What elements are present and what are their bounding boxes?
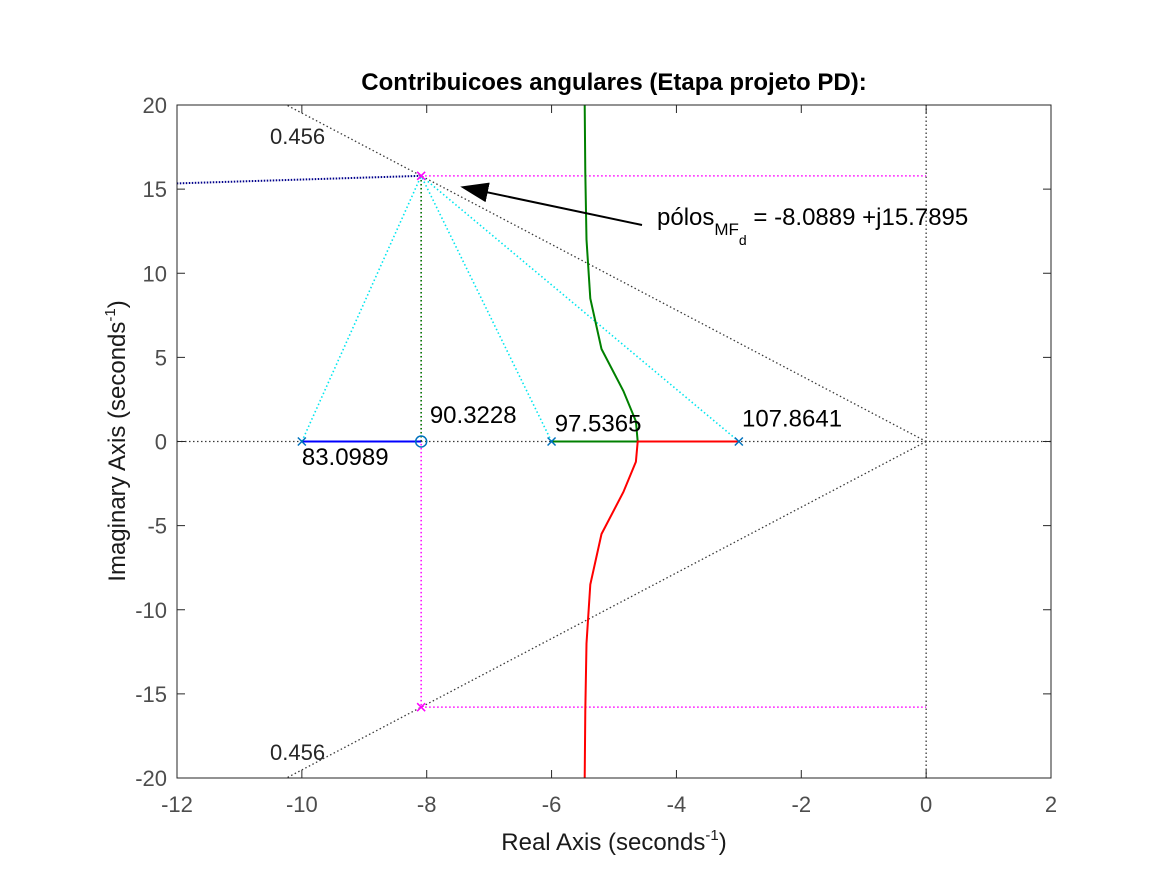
y-tick-label: -15 bbox=[135, 682, 167, 707]
x-tick-label: -12 bbox=[161, 792, 193, 817]
y-tick-label: -20 bbox=[135, 766, 167, 791]
annotation-prefix: pólos bbox=[657, 204, 714, 231]
cross-stroke bbox=[547, 436, 557, 447]
y-tick-label: 10 bbox=[143, 261, 167, 286]
damping-label-bottom: 0.456 bbox=[270, 740, 325, 765]
locus-branches-layer bbox=[301, 105, 739, 778]
annotation-arrow bbox=[460, 182, 643, 226]
open-loop-pole-marker bbox=[734, 436, 744, 447]
y-tick-label: 5 bbox=[155, 345, 167, 370]
open-loop-pole-marker bbox=[547, 436, 557, 447]
x-tick-label: -2 bbox=[792, 792, 812, 817]
open-loop-pole-marker bbox=[297, 436, 307, 447]
angle-contribution-line bbox=[301, 175, 422, 442]
x-axis-label: Real Axis (seconds-1) bbox=[501, 827, 726, 856]
angle-label: 90.3228 bbox=[430, 402, 517, 429]
damping-label-top: 0.456 bbox=[270, 124, 325, 149]
angle-label: 83.0989 bbox=[302, 444, 389, 471]
locus-branch-red bbox=[583, 440, 739, 778]
angle-label: 97.5365 bbox=[555, 410, 642, 437]
pole-zero-markers-layer bbox=[297, 171, 744, 712]
cross-stroke bbox=[416, 702, 426, 712]
damping-line-lower bbox=[286, 440, 927, 778]
x-tick-label: 2 bbox=[1045, 792, 1057, 817]
cross-stroke bbox=[297, 436, 307, 447]
x-tick-label: -4 bbox=[667, 792, 687, 817]
desired-pole-marker bbox=[416, 171, 426, 181]
locus-branch-green bbox=[551, 105, 639, 443]
annotation-text: pólosMFd = -8.0889 +j15.7895 bbox=[657, 204, 968, 248]
y-tick-label: 15 bbox=[143, 177, 167, 202]
open-loop-zero-marker bbox=[414, 435, 428, 448]
y-axis-ticks: -20 -15 -10 -5 0 5 10 15 20 bbox=[135, 93, 1051, 791]
cross-stroke bbox=[416, 171, 426, 181]
annotation-suffix: = -8.0889 +j15.7895 bbox=[747, 204, 969, 231]
y-tick-label: 0 bbox=[155, 430, 167, 455]
x-tick-label: -10 bbox=[286, 792, 318, 817]
y-axis-label: Imaginary Axis (seconds-1) bbox=[102, 300, 131, 581]
x-tick-label: -6 bbox=[542, 792, 562, 817]
y-tick-label: -10 bbox=[135, 598, 167, 623]
y-tick-label: -5 bbox=[147, 514, 167, 539]
angle-contribution-line bbox=[420, 175, 553, 442]
angle-label: 107.8641 bbox=[742, 405, 842, 432]
x-axis-ticks: -12 -10 -8 -6 -4 -2 0 2 bbox=[161, 105, 1057, 817]
cross-stroke bbox=[734, 436, 744, 447]
annotation-sub-subscript: d bbox=[739, 232, 747, 248]
angle-contribution-line bbox=[420, 175, 740, 443]
x-tick-label: 0 bbox=[920, 792, 932, 817]
design-lines-layer bbox=[177, 174, 927, 708]
y-tick-label: 20 bbox=[143, 93, 167, 118]
x-tick-label: -8 bbox=[417, 792, 437, 817]
annotation-subscript: MF bbox=[714, 220, 739, 239]
damping-line-upper bbox=[286, 105, 927, 443]
plot-labels-layer: 83.0989 90.3228 97.5365 107.8641 0.456 0.456 bbox=[270, 124, 842, 765]
desired-pole-marker bbox=[416, 702, 426, 712]
chart-title: Contribuicoes angulares (Etapa projeto P… bbox=[361, 69, 866, 96]
